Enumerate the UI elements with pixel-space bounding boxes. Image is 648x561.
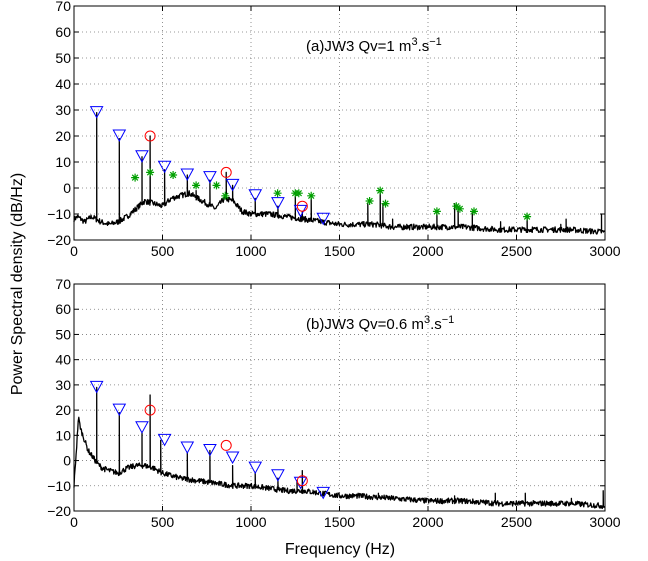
star-marker: [455, 204, 464, 213]
y-tick-label: 50: [55, 50, 71, 66]
star-marker: [294, 189, 303, 198]
triangle-marker: [112, 403, 127, 417]
x-tick-label: 1500: [324, 514, 355, 530]
star-marker: [376, 186, 385, 195]
triangle-marker: [271, 197, 285, 210]
triangle-marker: [203, 443, 217, 457]
star-marker: [452, 202, 461, 211]
y-tick-label: −10: [47, 206, 71, 222]
triangle-marker: [135, 150, 149, 163]
triangle-marker: [203, 171, 217, 184]
triangle-marker: [135, 421, 149, 434]
x-tick-label: 2500: [501, 514, 532, 530]
triangle-marker: [248, 461, 263, 475]
triangle-marker: [225, 178, 240, 192]
x-tick-label: 1000: [235, 243, 266, 259]
triangle-marker: [89, 380, 104, 394]
y-tick-label: 70: [55, 276, 71, 292]
circle-marker: [296, 475, 308, 487]
x-tick-label: 3000: [589, 243, 620, 259]
triangle-marker: [89, 106, 104, 119]
x-tick-label: 2000: [412, 243, 443, 259]
x-tick-label: 2000: [412, 514, 443, 530]
star-marker: [523, 212, 532, 221]
y-tick-label: −10: [47, 478, 71, 494]
y-tick-label: 0: [63, 453, 71, 469]
circle-marker: [220, 166, 232, 178]
x-axis-label: Frequency (Hz): [285, 541, 395, 558]
x-tick-label: 0: [70, 243, 78, 259]
y-tick-label: 50: [55, 326, 71, 342]
y-tick-label: 30: [55, 377, 71, 393]
star-marker: [131, 173, 140, 182]
triangle-marker: [271, 469, 285, 482]
star-marker: [169, 171, 178, 179]
y-tick-label: 20: [55, 128, 71, 144]
y-tick-label: 0: [63, 180, 71, 196]
y-tick-label: −20: [47, 232, 71, 248]
y-tick-label: 10: [55, 154, 71, 170]
y-tick-label: 60: [55, 301, 71, 317]
star-marker: [365, 197, 374, 205]
x-tick-label: 500: [151, 243, 175, 259]
star-marker: [146, 168, 155, 177]
y-tick-label: 40: [55, 352, 71, 368]
panel-annotation: (a)JW3 Qv=1 m3.s−1: [306, 36, 442, 55]
circle-marker: [220, 439, 232, 451]
spectrum-line: [73, 111, 606, 235]
y-tick-label: 30: [55, 102, 71, 118]
star-marker: [381, 199, 390, 208]
x-tick-label: 1000: [235, 514, 266, 530]
panel-annotation: (b)JW3 Qv=0.6 m3.s−1: [306, 314, 454, 333]
star-marker: [432, 207, 441, 216]
x-tick-label: 500: [151, 514, 175, 530]
star-marker: [221, 191, 230, 200]
star-marker: [273, 189, 282, 198]
triangle-marker: [157, 433, 172, 447]
triangle-marker: [180, 168, 195, 182]
circle-marker: [144, 130, 156, 142]
triangle-marker: [248, 189, 263, 202]
x-tick-label: 1500: [324, 243, 355, 259]
x-tick-label: 2500: [501, 243, 532, 259]
triangle-marker: [316, 212, 331, 226]
triangle-marker: [157, 160, 172, 174]
star-marker: [307, 191, 316, 200]
y-axis-label: Power Spectral density (dB/Hz): [9, 173, 26, 395]
circle-marker: [144, 404, 156, 416]
star-marker: [192, 181, 201, 190]
circle-marker: [296, 200, 308, 212]
x-tick-label: 0: [70, 514, 78, 530]
chart-panel-a: 0 500 1000 1500 2000 2500 3000 −20 −10 0 10 20 30 40 5…: [47, 0, 621, 259]
y-tick-label: 10: [55, 427, 71, 443]
triangle-marker: [225, 451, 240, 465]
x-tick-label: 3000: [589, 514, 620, 530]
y-tick-label: 20: [55, 402, 71, 418]
spectrum-line: [73, 386, 606, 510]
triangle-marker: [180, 441, 195, 454]
y-tick-label: 40: [55, 76, 71, 92]
y-tick-label: −20: [47, 503, 71, 519]
triangle-marker: [112, 129, 127, 143]
star-marker: [470, 207, 478, 216]
y-tick-label: 70: [55, 0, 71, 14]
triangle-marker: [316, 486, 331, 500]
y-tick-label: 60: [55, 24, 71, 40]
star-marker: [212, 181, 221, 190]
chart-panel-b: 0 500 1000 1500 2000 2500 3000 −20 −10 0 10 20 30 40 5…: [47, 276, 621, 530]
